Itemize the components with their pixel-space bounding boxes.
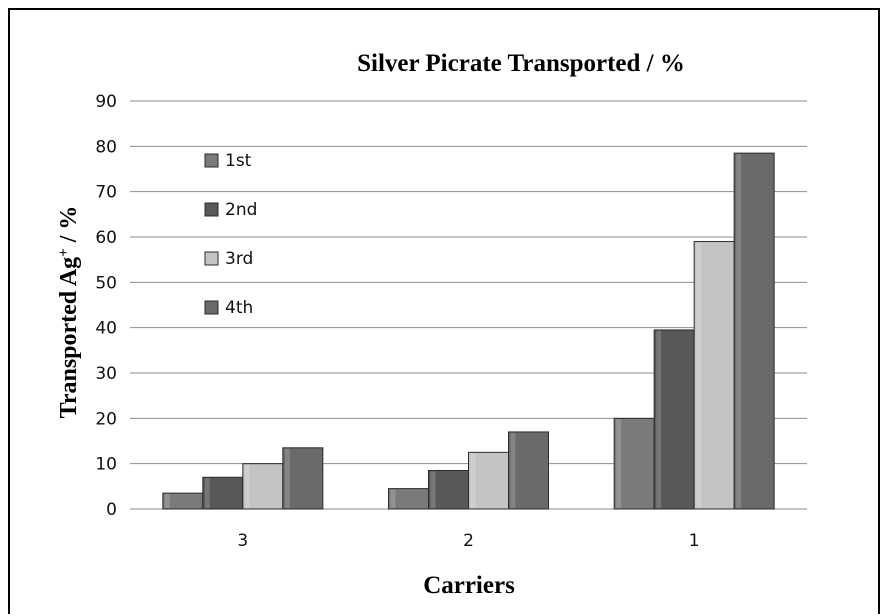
y-tick-label: 70 <box>95 183 117 203</box>
x-axis-ticks: 3 2 1 <box>237 531 699 551</box>
bar-highlight <box>736 154 742 508</box>
y-axis-label-superscript: + <box>56 248 72 257</box>
legend-label-2nd: 2nd <box>225 200 257 220</box>
bars <box>162 152 775 510</box>
bar-chart: 0 10 20 30 40 50 60 70 80 90 3 2 1 1st 2nd 3rd 4th Sil… <box>56 50 807 599</box>
bar-highlight <box>656 330 662 508</box>
y-axis-ticks: 0 10 20 30 40 50 60 70 80 90 <box>95 92 117 520</box>
y-axis-label-main: Transported Ag <box>56 257 82 419</box>
x-tick-label: 3 <box>237 531 248 551</box>
bar-3rd-carrier-1 <box>693 241 735 510</box>
legend-label-3rd: 3rd <box>225 249 253 269</box>
bar-2nd-carrier-1 <box>653 329 695 510</box>
chart-title: Silver Picrate Transported / % <box>357 50 685 77</box>
x-tick-label: 2 <box>463 531 474 551</box>
y-tick-label: 0 <box>106 500 117 520</box>
bar-highlight <box>164 494 170 508</box>
legend-swatch-4th <box>204 300 219 315</box>
legend-swatch-2nd <box>204 202 219 217</box>
x-axis-label: Carriers <box>423 572 515 599</box>
legend-swatch-1st <box>204 153 219 168</box>
bar-highlight <box>510 432 516 508</box>
bar-3rd-carrier-2 <box>468 451 509 510</box>
bar-4th-carrier-1 <box>733 152 775 510</box>
y-tick-label: 80 <box>95 137 117 157</box>
chart-frame: 0 10 20 30 40 50 60 70 80 90 3 2 1 1st 2nd 3rd 4th Sil… <box>8 8 880 614</box>
legend-label-4th: 4th <box>225 298 253 318</box>
y-tick-label: 90 <box>95 92 117 112</box>
bar-2nd-carrier-3 <box>202 476 244 510</box>
legend: 1st 2nd 3rd 4th <box>204 151 257 318</box>
y-axis-label-tail: / % <box>56 206 82 249</box>
bar-highlight <box>696 242 702 509</box>
bar-3rd-carrier-3 <box>242 463 284 510</box>
bar-highlight <box>470 453 476 508</box>
bar-highlight <box>204 478 210 508</box>
bar-1st-carrier-1 <box>613 417 655 510</box>
bar-highlight <box>244 464 250 508</box>
bar-highlight <box>616 419 622 508</box>
legend-label-1st: 1st <box>225 151 252 171</box>
legend-swatch-3rd <box>204 251 219 266</box>
y-tick-label: 40 <box>95 319 117 339</box>
x-tick-label: 1 <box>689 531 700 551</box>
bar-highlight <box>390 489 396 508</box>
bar-4th-carrier-2 <box>508 431 549 510</box>
y-axis-label: Transported Ag+ / % <box>56 206 82 419</box>
y-tick-label: 30 <box>95 364 117 384</box>
y-tick-label: 20 <box>95 409 117 429</box>
bar-4th-carrier-3 <box>282 447 324 510</box>
y-tick-label: 10 <box>95 455 117 475</box>
y-tick-label: 50 <box>95 273 117 293</box>
y-tick-label: 60 <box>95 228 117 248</box>
bar-2nd-carrier-2 <box>428 469 469 510</box>
bar-highlight <box>430 471 436 508</box>
bar-highlight <box>284 448 290 508</box>
